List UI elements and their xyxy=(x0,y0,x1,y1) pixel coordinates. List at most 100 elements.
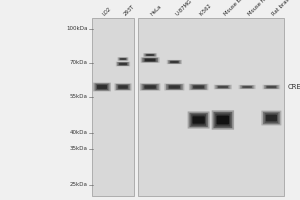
FancyBboxPatch shape xyxy=(218,86,228,88)
FancyBboxPatch shape xyxy=(193,86,204,88)
FancyBboxPatch shape xyxy=(143,53,157,57)
FancyBboxPatch shape xyxy=(189,113,208,127)
FancyBboxPatch shape xyxy=(172,61,177,63)
Text: 70kDa: 70kDa xyxy=(70,60,88,66)
FancyBboxPatch shape xyxy=(116,84,130,90)
FancyBboxPatch shape xyxy=(189,84,208,90)
FancyBboxPatch shape xyxy=(120,58,126,60)
FancyBboxPatch shape xyxy=(218,86,227,88)
Text: 40kDa: 40kDa xyxy=(70,130,88,136)
FancyBboxPatch shape xyxy=(217,116,229,124)
FancyBboxPatch shape xyxy=(220,86,226,88)
FancyBboxPatch shape xyxy=(119,63,127,65)
FancyBboxPatch shape xyxy=(120,58,126,60)
FancyBboxPatch shape xyxy=(263,112,280,124)
FancyBboxPatch shape xyxy=(115,83,131,91)
FancyBboxPatch shape xyxy=(265,113,278,123)
FancyBboxPatch shape xyxy=(168,60,181,64)
FancyBboxPatch shape xyxy=(196,118,201,122)
FancyBboxPatch shape xyxy=(217,115,229,125)
FancyBboxPatch shape xyxy=(119,63,127,65)
FancyBboxPatch shape xyxy=(268,86,274,88)
FancyBboxPatch shape xyxy=(266,114,277,122)
FancyBboxPatch shape xyxy=(142,84,159,90)
FancyBboxPatch shape xyxy=(169,85,179,89)
Text: HeLa: HeLa xyxy=(150,4,163,17)
FancyBboxPatch shape xyxy=(261,111,281,125)
FancyBboxPatch shape xyxy=(119,58,127,60)
FancyBboxPatch shape xyxy=(143,85,157,89)
FancyBboxPatch shape xyxy=(140,83,160,91)
FancyBboxPatch shape xyxy=(193,116,204,124)
FancyBboxPatch shape xyxy=(264,85,279,89)
Text: LO2: LO2 xyxy=(102,6,113,17)
FancyBboxPatch shape xyxy=(148,86,152,88)
FancyBboxPatch shape xyxy=(169,61,179,63)
FancyBboxPatch shape xyxy=(244,86,250,88)
FancyBboxPatch shape xyxy=(192,85,205,89)
FancyBboxPatch shape xyxy=(144,54,156,56)
FancyBboxPatch shape xyxy=(268,115,275,121)
FancyBboxPatch shape xyxy=(238,85,256,89)
FancyBboxPatch shape xyxy=(172,86,176,88)
FancyBboxPatch shape xyxy=(170,61,179,63)
FancyBboxPatch shape xyxy=(118,85,127,89)
FancyBboxPatch shape xyxy=(195,86,202,88)
FancyBboxPatch shape xyxy=(270,86,273,88)
FancyBboxPatch shape xyxy=(145,85,155,89)
FancyBboxPatch shape xyxy=(144,85,156,89)
FancyBboxPatch shape xyxy=(146,54,154,56)
FancyBboxPatch shape xyxy=(266,85,277,89)
FancyBboxPatch shape xyxy=(120,63,126,65)
FancyBboxPatch shape xyxy=(193,116,205,124)
FancyBboxPatch shape xyxy=(240,85,254,89)
FancyBboxPatch shape xyxy=(146,54,154,56)
FancyBboxPatch shape xyxy=(266,86,276,88)
FancyBboxPatch shape xyxy=(167,60,182,64)
FancyBboxPatch shape xyxy=(241,86,253,88)
FancyBboxPatch shape xyxy=(118,85,128,89)
FancyBboxPatch shape xyxy=(118,58,128,60)
FancyBboxPatch shape xyxy=(164,84,184,90)
FancyBboxPatch shape xyxy=(262,85,280,89)
Text: 25kDa: 25kDa xyxy=(70,182,88,188)
FancyBboxPatch shape xyxy=(121,58,125,60)
FancyBboxPatch shape xyxy=(242,86,252,88)
Text: Mouse brain: Mouse brain xyxy=(223,0,249,17)
FancyBboxPatch shape xyxy=(214,112,232,128)
FancyBboxPatch shape xyxy=(219,117,227,123)
FancyBboxPatch shape xyxy=(266,115,277,121)
FancyBboxPatch shape xyxy=(96,84,108,90)
FancyBboxPatch shape xyxy=(171,86,178,88)
FancyBboxPatch shape xyxy=(215,113,230,127)
Text: 35kDa: 35kDa xyxy=(70,146,88,152)
FancyBboxPatch shape xyxy=(145,59,155,61)
FancyBboxPatch shape xyxy=(267,86,276,88)
FancyBboxPatch shape xyxy=(197,86,200,88)
Text: K-562: K-562 xyxy=(199,3,213,17)
FancyBboxPatch shape xyxy=(122,63,124,65)
FancyBboxPatch shape xyxy=(190,84,207,90)
FancyBboxPatch shape xyxy=(221,118,225,122)
FancyBboxPatch shape xyxy=(191,114,206,126)
FancyBboxPatch shape xyxy=(94,83,110,91)
FancyBboxPatch shape xyxy=(98,85,106,89)
FancyBboxPatch shape xyxy=(117,85,129,89)
FancyBboxPatch shape xyxy=(116,62,130,66)
FancyBboxPatch shape xyxy=(120,86,126,88)
FancyBboxPatch shape xyxy=(100,86,104,88)
FancyBboxPatch shape xyxy=(214,85,232,89)
FancyBboxPatch shape xyxy=(195,117,203,123)
FancyBboxPatch shape xyxy=(99,85,105,89)
FancyBboxPatch shape xyxy=(217,85,229,89)
FancyBboxPatch shape xyxy=(148,59,152,61)
FancyBboxPatch shape xyxy=(145,59,155,61)
FancyBboxPatch shape xyxy=(118,57,129,61)
FancyBboxPatch shape xyxy=(121,86,125,88)
Text: U-87MG: U-87MG xyxy=(174,0,193,17)
FancyBboxPatch shape xyxy=(269,117,273,119)
FancyBboxPatch shape xyxy=(146,86,154,88)
FancyBboxPatch shape xyxy=(142,58,158,62)
Text: 293T: 293T xyxy=(123,4,136,17)
FancyBboxPatch shape xyxy=(146,54,155,56)
